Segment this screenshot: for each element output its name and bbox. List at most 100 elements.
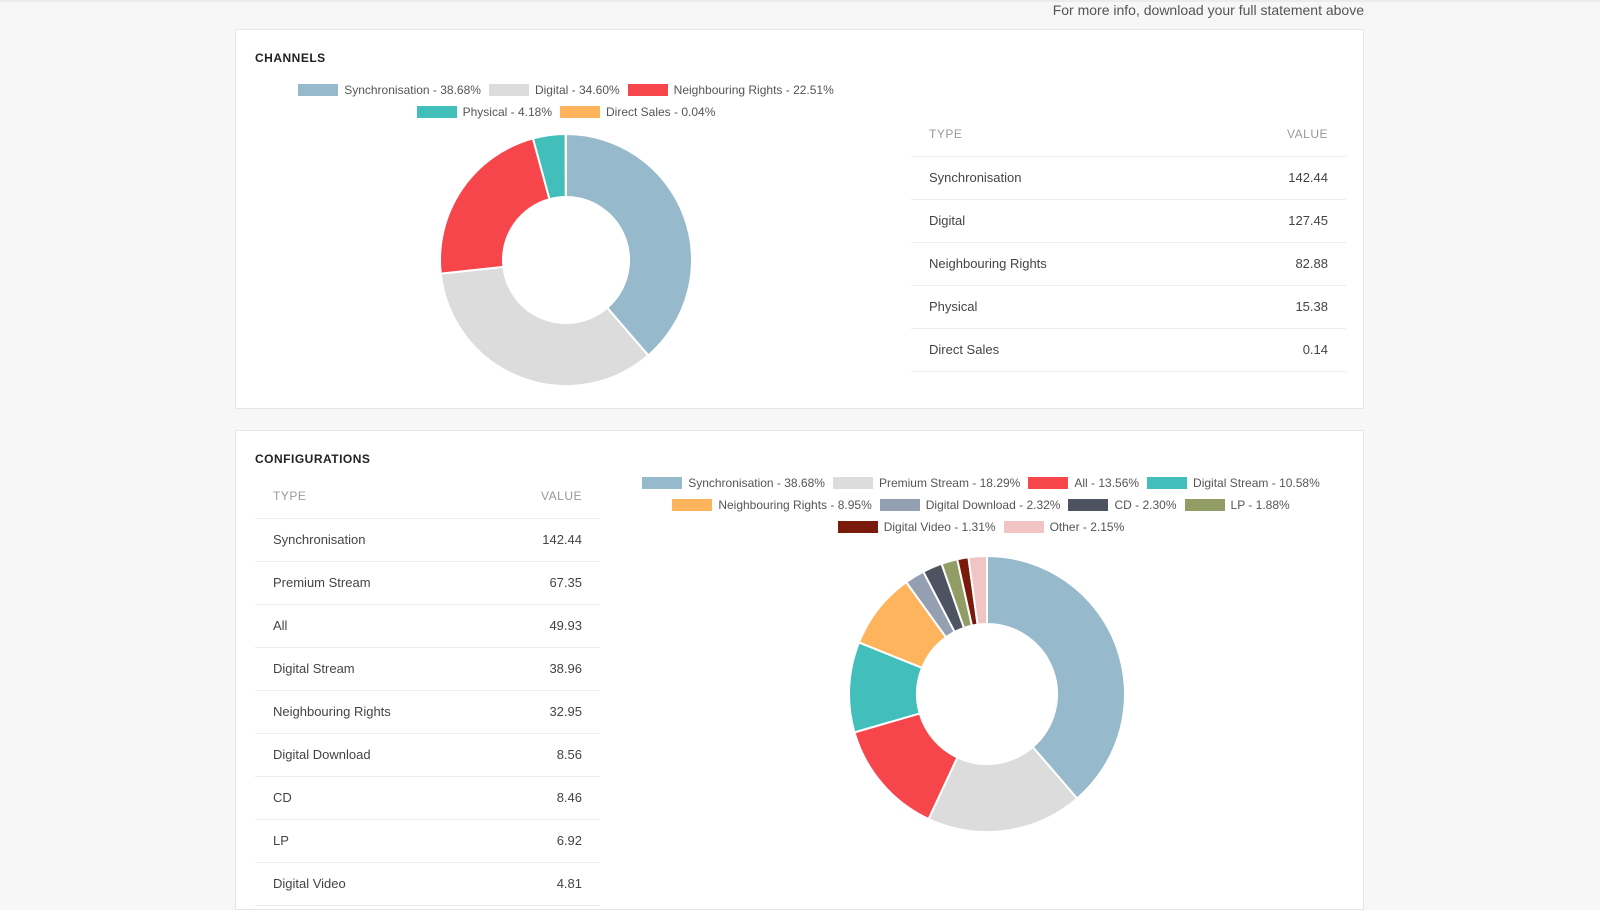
table-header-row: TYPE VALUE [911, 112, 1346, 156]
legend-item[interactable]: Digital Download - 2.32% [880, 494, 1061, 516]
legend-item[interactable]: Digital Stream - 10.58% [1147, 472, 1320, 494]
legend-swatch [628, 84, 668, 96]
legend-item[interactable]: Digital Video - 1.31% [838, 516, 996, 538]
legend-swatch [560, 106, 600, 118]
legend-label: Premium Stream - 18.29% [879, 476, 1020, 490]
configurations-donut-chart [827, 544, 1147, 844]
legend-swatch [417, 106, 457, 118]
row-value: 15.38 [1201, 285, 1346, 328]
legend-item[interactable]: Physical - 4.18% [417, 101, 552, 123]
row-value: 82.88 [1201, 242, 1346, 285]
legend-swatch [642, 477, 682, 489]
legend-swatch [1004, 521, 1044, 533]
legend-swatch [298, 84, 338, 96]
legend-label: Neighbouring Rights - 8.95% [718, 498, 871, 512]
legend-label: Digital Stream - 10.58% [1193, 476, 1320, 490]
row-value: 142.44 [485, 518, 600, 561]
row-type: Direct Sales [911, 328, 1201, 371]
legend-item[interactable]: Synchronisation - 38.68% [298, 79, 481, 101]
row-type: All [255, 604, 485, 647]
legend-label: Direct Sales - 0.04% [606, 105, 715, 119]
row-type: LP [255, 819, 485, 862]
row-value: 8.56 [485, 733, 600, 776]
row-type: CD [255, 776, 485, 819]
row-type: Synchronisation [255, 518, 485, 561]
type-column-header: TYPE [255, 474, 485, 518]
legend-swatch [672, 499, 712, 511]
legend-label: Synchronisation - 38.68% [688, 476, 825, 490]
configurations-title: CONFIGURATIONS [255, 452, 370, 466]
value-column-header: VALUE [485, 474, 600, 518]
legend-item[interactable]: CD - 2.30% [1068, 494, 1176, 516]
row-value: 6.92 [485, 819, 600, 862]
channels-donut-chart [416, 125, 716, 395]
channels-title: CHANNELS [255, 51, 326, 65]
legend-item[interactable]: LP - 1.88% [1185, 494, 1290, 516]
row-value: 32.95 [485, 690, 600, 733]
row-value: 8.46 [485, 776, 600, 819]
legend-swatch [838, 521, 878, 533]
row-value: 0.14 [1201, 328, 1346, 371]
type-column-header: TYPE [911, 112, 1201, 156]
row-value: 67.35 [485, 561, 600, 604]
row-value: 127.45 [1201, 199, 1346, 242]
donut-slice[interactable] [440, 138, 549, 273]
legend-swatch [1028, 477, 1068, 489]
legend-label: LP - 1.88% [1231, 498, 1290, 512]
legend-swatch [880, 499, 920, 511]
legend-item[interactable]: Digital - 34.60% [489, 79, 620, 101]
row-value: 49.93 [485, 604, 600, 647]
row-type: Neighbouring Rights [255, 690, 485, 733]
legend-label: Neighbouring Rights - 22.51% [674, 83, 834, 97]
configurations-legend: Synchronisation - 38.68% Premium Stream -… [621, 472, 1341, 538]
row-type: Neighbouring Rights [911, 242, 1201, 285]
legend-label: Digital - 34.60% [535, 83, 620, 97]
legend-label: Physical - 4.18% [463, 105, 552, 119]
legend-label: All - 13.56% [1074, 476, 1139, 490]
legend-label: Digital Download - 2.32% [926, 498, 1061, 512]
donut-slice[interactable] [441, 267, 649, 386]
row-type: Physical [911, 285, 1201, 328]
channels-legend: Synchronisation - 38.68% Digital - 34.60%… [266, 79, 866, 123]
legend-swatch [489, 84, 529, 96]
legend-item[interactable]: Synchronisation - 38.68% [642, 472, 825, 494]
legend-swatch [833, 477, 873, 489]
legend-item[interactable]: Other - 2.15% [1004, 516, 1125, 538]
legend-label: Digital Video - 1.31% [884, 520, 996, 534]
legend-swatch [1185, 499, 1225, 511]
configurations-panel: CONFIGURATIONS TYPE VALUE Synchronisatio… [235, 430, 1364, 910]
row-type: Premium Stream [255, 561, 485, 604]
row-type: Digital Stream [255, 647, 485, 690]
legend-item[interactable]: All - 13.56% [1028, 472, 1139, 494]
row-value: 4.81 [485, 862, 600, 905]
legend-label: Synchronisation - 38.68% [344, 83, 481, 97]
value-column-header: VALUE [1201, 112, 1346, 156]
row-type: Synchronisation [911, 156, 1201, 199]
row-value: 38.96 [485, 647, 600, 690]
table-header-row: TYPE VALUE [255, 474, 600, 518]
legend-item[interactable]: Neighbouring Rights - 22.51% [628, 79, 834, 101]
row-type: Digital [911, 199, 1201, 242]
legend-item[interactable]: Direct Sales - 0.04% [560, 101, 715, 123]
legend-swatch [1068, 499, 1108, 511]
legend-item[interactable]: Premium Stream - 18.29% [833, 472, 1020, 494]
legend-swatch [1147, 477, 1187, 489]
legend-label: Other - 2.15% [1050, 520, 1125, 534]
legend-item[interactable]: Neighbouring Rights - 8.95% [672, 494, 871, 516]
